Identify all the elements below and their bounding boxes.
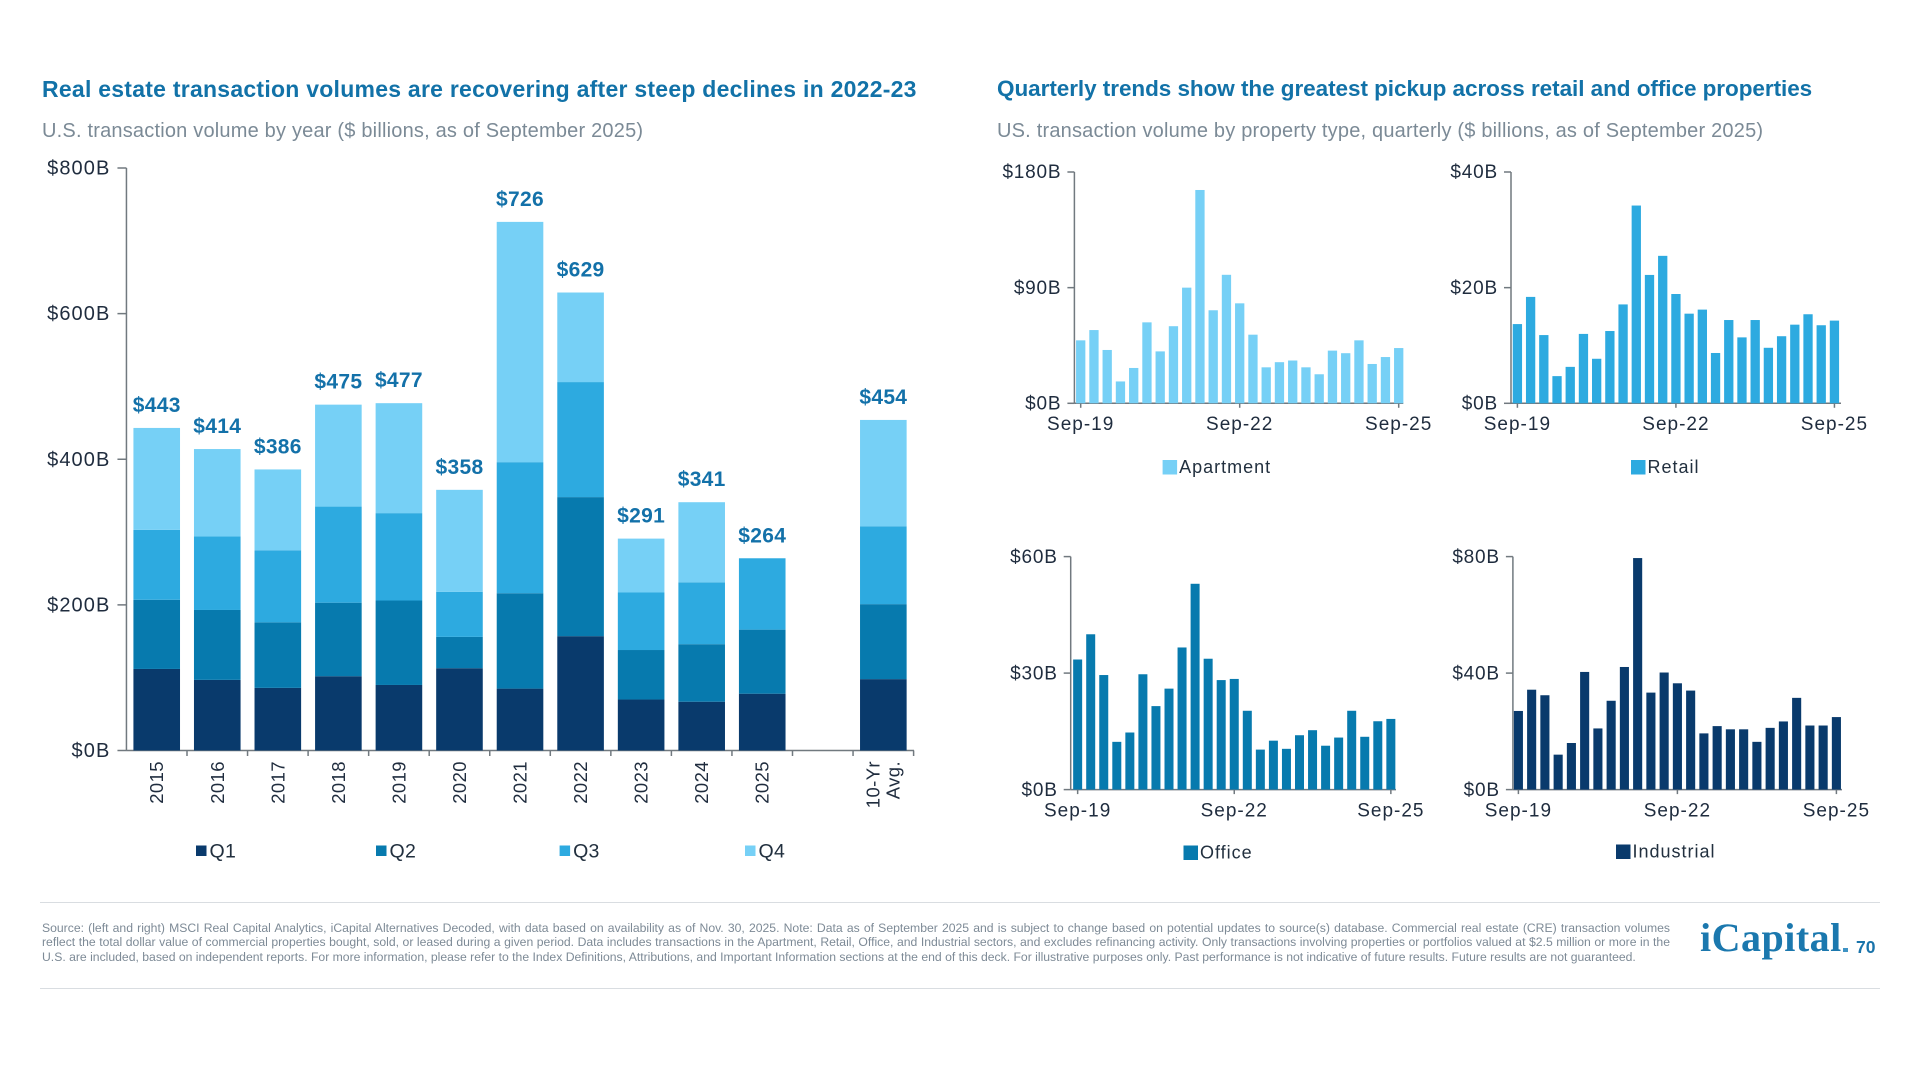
svg-text:Retail: Retail (1648, 457, 1700, 477)
svg-text:2022: 2022 (570, 761, 591, 804)
svg-text:2021: 2021 (510, 761, 531, 804)
svg-text:Sep-22: Sep-22 (1644, 801, 1711, 822)
svg-text:$0B: $0B (72, 740, 111, 762)
svg-text:2025: 2025 (752, 761, 773, 804)
svg-text:$358: $358 (436, 456, 484, 479)
svg-text:$386: $386 (254, 435, 302, 458)
svg-text:$629: $629 (557, 259, 605, 282)
svg-text:$0B: $0B (1025, 394, 1061, 415)
svg-text:Sep-19: Sep-19 (1485, 801, 1552, 822)
svg-text:Office: Office (1200, 842, 1253, 862)
svg-text:Sep-22: Sep-22 (1206, 414, 1273, 435)
svg-text:$180B: $180B (1002, 162, 1061, 183)
svg-text:2015: 2015 (146, 761, 167, 804)
svg-text:2020: 2020 (449, 761, 470, 804)
svg-text:$60B: $60B (1010, 547, 1058, 568)
svg-text:Sep-19: Sep-19 (1047, 414, 1114, 435)
svg-text:$800B: $800B (47, 158, 110, 180)
svg-text:2017: 2017 (267, 761, 288, 804)
svg-text:Q4: Q4 (759, 841, 786, 863)
svg-text:Sep-25: Sep-25 (1803, 801, 1870, 822)
svg-text:$40B: $40B (1452, 663, 1500, 684)
svg-text:Sep-25: Sep-25 (1801, 414, 1868, 435)
svg-text:Sep-25: Sep-25 (1365, 414, 1432, 435)
svg-text:Sep-22: Sep-22 (1642, 414, 1709, 435)
svg-text:Sep-19: Sep-19 (1044, 801, 1111, 822)
svg-text:2024: 2024 (691, 761, 712, 804)
svg-text:$414: $414 (193, 415, 241, 438)
svg-text:$80B: $80B (1452, 547, 1500, 568)
svg-text:$475: $475 (314, 371, 362, 394)
svg-text:$600B: $600B (47, 303, 110, 325)
svg-text:$454: $454 (859, 386, 907, 409)
svg-text:Apartment: Apartment (1179, 457, 1271, 477)
svg-text:2023: 2023 (631, 761, 652, 804)
svg-text:$400B: $400B (47, 449, 110, 471)
svg-text:2019: 2019 (388, 761, 409, 804)
svg-text:Industrial: Industrial (1633, 841, 1716, 861)
svg-text:$726: $726 (496, 188, 544, 211)
svg-text:$264: $264 (738, 524, 786, 547)
svg-text:2018: 2018 (328, 761, 349, 804)
svg-text:$477: $477 (375, 369, 423, 392)
svg-text:Sep-25: Sep-25 (1357, 801, 1424, 822)
svg-text:Q2: Q2 (390, 841, 417, 863)
svg-text:$291: $291 (617, 505, 665, 528)
svg-text:$443: $443 (133, 394, 181, 417)
svg-text:$0B: $0B (1464, 780, 1500, 801)
svg-text:$0B: $0B (1462, 394, 1498, 415)
svg-text:$40B: $40B (1450, 162, 1498, 183)
svg-text:Sep-22: Sep-22 (1201, 801, 1268, 822)
svg-text:$200B: $200B (47, 594, 110, 616)
svg-text:$0B: $0B (1021, 780, 1057, 801)
svg-text:Sep-19: Sep-19 (1484, 414, 1551, 435)
svg-text:Q3: Q3 (573, 841, 600, 863)
svg-text:$20B: $20B (1450, 278, 1498, 299)
svg-text:$30B: $30B (1010, 663, 1058, 684)
svg-text:$341: $341 (678, 468, 726, 491)
svg-text:Q1: Q1 (210, 841, 237, 863)
svg-text:10-YrAvg.: 10-YrAvg. (862, 761, 903, 808)
svg-text:2016: 2016 (207, 761, 228, 804)
svg-text:$90B: $90B (1014, 278, 1062, 299)
